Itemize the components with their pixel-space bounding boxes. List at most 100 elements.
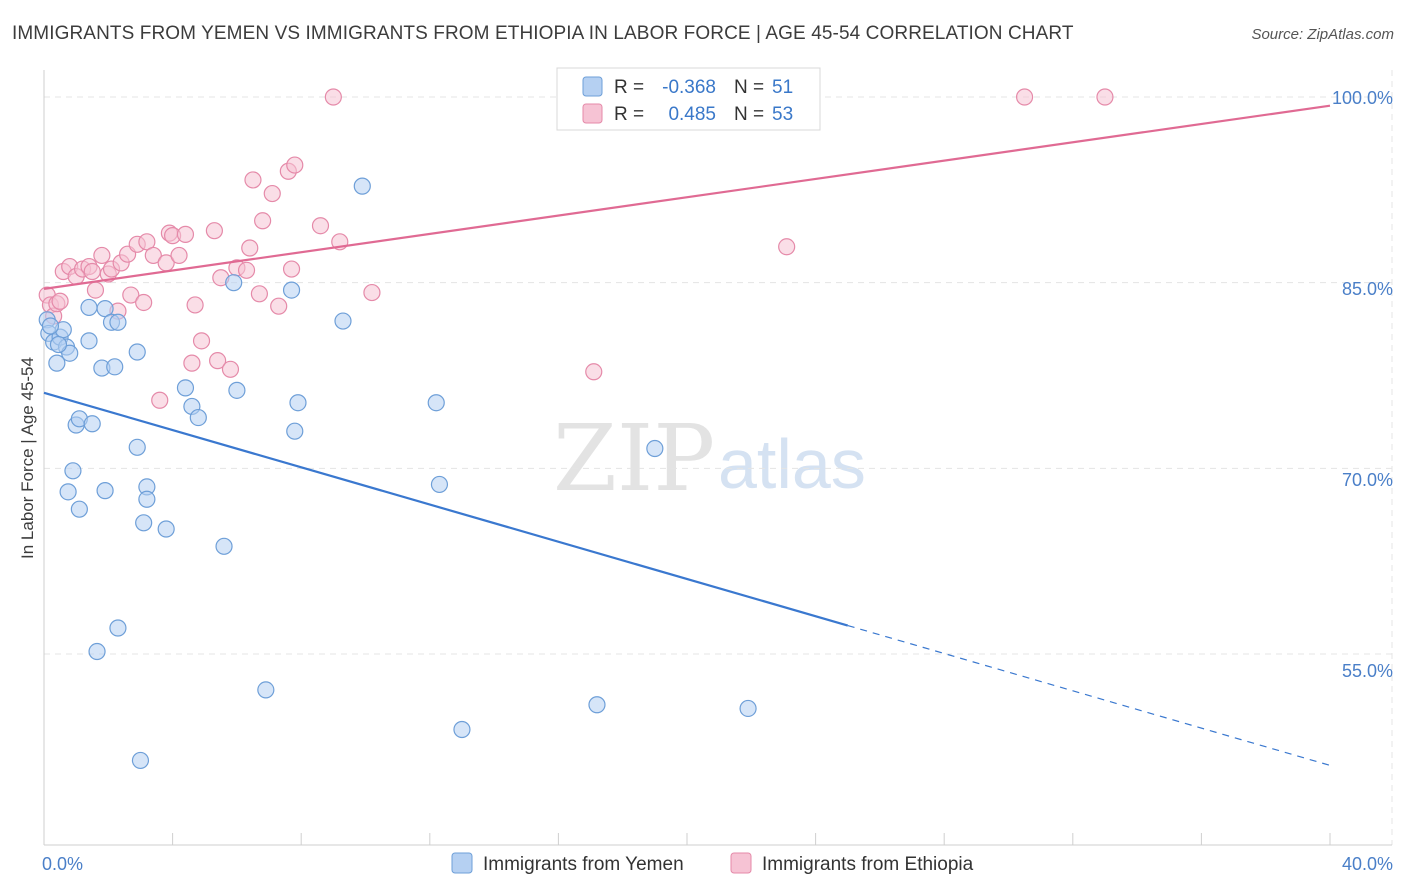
yemen-point [353, 177, 371, 195]
ethiopia-point [282, 260, 301, 278]
yemen-point [646, 439, 664, 458]
ethiopia-point [1015, 88, 1034, 106]
yemen-point [109, 619, 127, 637]
watermark-zip: ZIP [553, 405, 715, 512]
ethiopia-point [263, 184, 281, 203]
ethiopia-point [122, 286, 140, 304]
ethiopia-point [585, 363, 603, 381]
yemen-point [138, 490, 156, 508]
yemen-point [83, 415, 101, 433]
x-tick-label-min: 0.0% [42, 854, 83, 874]
ethiopia-point [250, 285, 269, 303]
legend-swatch-ethiopia [582, 103, 603, 124]
yemen-point [80, 298, 98, 317]
legend-r-ethiopia: 0.485 [668, 104, 716, 125]
yemen-point [257, 681, 275, 699]
yemen-point [430, 475, 449, 494]
y-tick-label: 85.0% [1342, 279, 1393, 299]
yemen-point [427, 394, 445, 412]
ethiopia-point [205, 222, 223, 240]
legend-label-ethiopia: Immigrants from Ethiopia [762, 854, 974, 875]
x-axis-ticks [43, 833, 1331, 845]
y-axis-tick-labels: 100.0% 85.0% 70.0% 55.0% [1332, 88, 1393, 681]
yemen-point [128, 343, 146, 361]
x-tick-label-max: 40.0% [1342, 854, 1393, 874]
yemen-point [289, 394, 307, 412]
ethiopia-point [51, 292, 69, 310]
yemen-point [334, 312, 352, 330]
yemen-points [38, 177, 757, 770]
ethiopia-point [93, 246, 111, 265]
ethiopia-point [183, 354, 201, 372]
yemen-point [588, 696, 606, 714]
ethiopia-point [221, 360, 240, 378]
yemen-point [131, 751, 150, 770]
legend-r-yemen: -0.368 [662, 77, 716, 98]
legend-swatch-ethiopia [730, 852, 752, 874]
yemen-point [225, 274, 243, 292]
ethiopia-point [244, 171, 262, 189]
yemen-point [189, 408, 207, 427]
legend-r-label: R = [614, 77, 644, 98]
y-tick-label: 55.0% [1342, 661, 1393, 681]
ethiopia-point [151, 391, 169, 409]
yemen-point [176, 379, 195, 397]
ethiopia-point [170, 246, 188, 265]
yemen-point [64, 462, 82, 480]
yemen-point [41, 317, 60, 335]
yemen-point [228, 381, 246, 399]
yemen-point [453, 720, 471, 739]
yemen-point [109, 313, 127, 331]
gridlines [44, 70, 1393, 845]
watermark: ZIP atlas [553, 405, 866, 512]
ethiopia-point [778, 238, 796, 256]
yemen-point [59, 483, 77, 501]
yemen-point [49, 335, 68, 354]
ethiopia-point [176, 225, 195, 243]
ethiopia-point [86, 281, 105, 299]
ethiopia-points [38, 88, 1114, 409]
ethiopia-point [311, 217, 330, 235]
ethiopia-point [83, 262, 101, 281]
legend-n-yemen: 51 [772, 77, 793, 98]
yemen-point [88, 642, 106, 661]
yemen-point [128, 438, 146, 456]
trend-lines [43, 104, 1331, 766]
series-legend: Immigrants from Yemen Immigrants from Et… [451, 852, 974, 875]
ethiopia-point [144, 246, 162, 265]
y-tick-label: 100.0% [1332, 88, 1393, 108]
legend-swatch-yemen [451, 852, 473, 874]
yemen-point [80, 332, 98, 350]
ethiopia-point [241, 239, 259, 257]
ethiopia-point [324, 88, 342, 106]
ethiopia-point [209, 352, 227, 370]
yemen-point [61, 344, 79, 362]
yemen-point [70, 500, 88, 518]
legend-label-yemen: Immigrants from Yemen [483, 854, 684, 875]
ethiopia-point [286, 156, 304, 174]
legend-swatch-yemen [582, 76, 603, 97]
legend-r-label: R = [614, 104, 644, 125]
yemen-point [96, 482, 114, 500]
stats-legend: R = -0.368 N = 51 R = 0.485 N = 53 [556, 67, 821, 131]
yemen-point [106, 358, 124, 376]
y-tick-label: 70.0% [1342, 470, 1393, 490]
legend-n-label: N = [734, 77, 764, 98]
yemen-point [135, 514, 153, 532]
chart-title: IMMIGRANTS FROM YEMEN VS IMMIGRANTS FROM… [12, 23, 1074, 44]
ethiopia-point [270, 297, 288, 315]
ethiopia-point [363, 283, 381, 302]
ethiopia-point [1096, 88, 1114, 106]
yemen-trend-extension [847, 624, 1331, 766]
source-label: Source: ZipAtlas.com [1251, 26, 1394, 43]
yemen-point [48, 354, 66, 372]
yemen-point [282, 281, 301, 299]
yemen-trend-line [43, 391, 849, 627]
ethiopia-trend-line [43, 104, 1331, 290]
yemen-point [215, 537, 233, 555]
ethiopia-point [186, 296, 204, 314]
ethiopia-point [254, 212, 272, 230]
ethiopia-point [192, 332, 211, 350]
legend-n-ethiopia: 53 [772, 104, 793, 125]
